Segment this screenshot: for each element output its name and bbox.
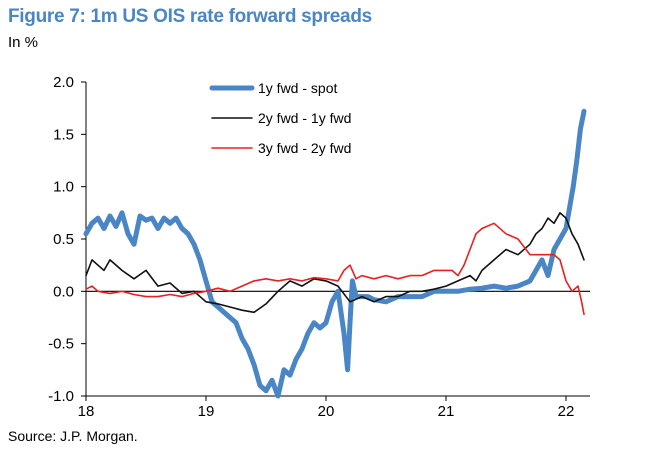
- y-tick-label: -1.0: [48, 388, 74, 405]
- x-tick-label: 21: [438, 403, 455, 420]
- legend-item-3y-fwd-2y-fwd-label: 3y fwd - 2y fwd: [258, 140, 351, 156]
- series-3y-fwd-2y-fwd: [85, 222, 585, 316]
- legend: 1y fwd - spot 2y fwd - 1y fwd 3y fwd - 2y …: [209, 80, 351, 156]
- chart-source: Source: J.P. Morgan.: [8, 428, 138, 444]
- chart-subtitle: In %: [8, 34, 39, 51]
- chart-title: Figure 7: 1m US OIS rate forward spreads: [8, 6, 372, 27]
- legend-item-1y-fwd-spot-label: 1y fwd - spot: [258, 80, 337, 96]
- x-axis: 18 19 20 21 22: [78, 395, 590, 420]
- x-tick-label: 20: [318, 403, 335, 420]
- x-tick-label: 18: [78, 403, 95, 420]
- y-tick-label: 2.0: [53, 74, 74, 91]
- y-tick-label: 0.5: [53, 231, 74, 248]
- y-tick-label: -0.5: [48, 336, 74, 353]
- series-lines: [83, 108, 587, 399]
- x-tick-label: 22: [558, 403, 575, 420]
- y-tick-label: 1.0: [53, 179, 74, 196]
- y-tick-label: 1.5: [53, 126, 74, 143]
- legend-item-2y-fwd-1y-fwd-label: 2y fwd - 1y fwd: [258, 110, 351, 126]
- x-tick-label: 19: [198, 403, 215, 420]
- y-axis: 2.0 1.5 1.0 0.5 0.0 -0.5 -1.0: [48, 74, 590, 405]
- series-2y-fwd-1y-fwd: [85, 212, 585, 314]
- y-tick-label: 0.0: [53, 283, 74, 300]
- series-1y-fwd-spot: [83, 108, 587, 399]
